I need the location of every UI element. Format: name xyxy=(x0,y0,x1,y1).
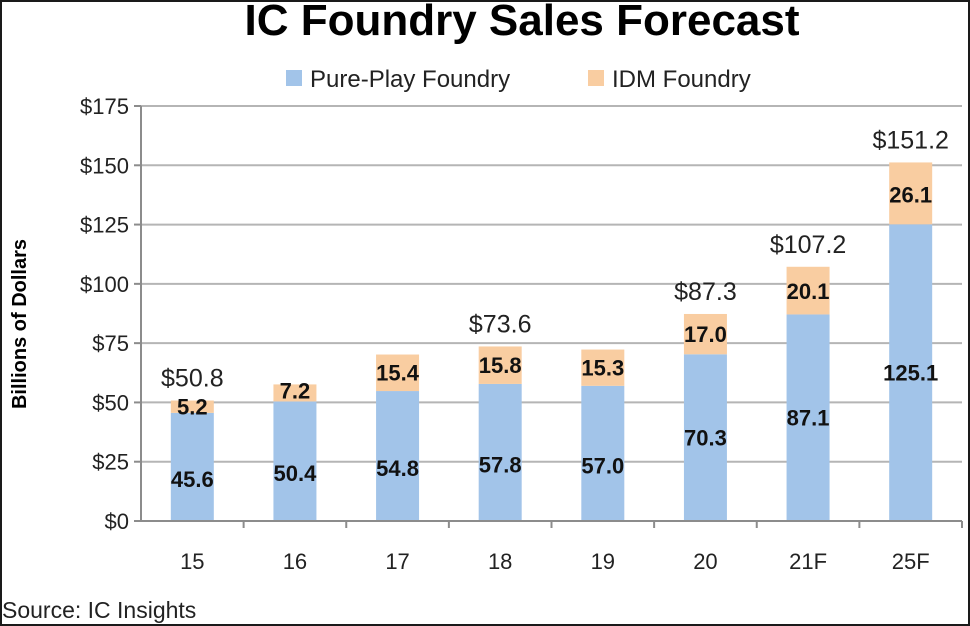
data-label-idm: 15.8 xyxy=(479,353,522,378)
bar-idm xyxy=(889,162,933,225)
bar-pure-play xyxy=(478,383,522,521)
legend-swatch-pure-play xyxy=(286,70,302,86)
total-label: $87.3 xyxy=(674,278,737,306)
y-tick-label: $0 xyxy=(105,509,129,534)
bar-pure-play xyxy=(376,391,420,521)
bar-pure-play xyxy=(273,401,317,521)
bar-pure-play xyxy=(889,224,933,521)
data-labels: 45.6 5.2 50.4 7.2 54.8 15.4 57.8 15.8 57.0 15.3 70… xyxy=(161,126,949,491)
x-tick-label: 19 xyxy=(591,549,615,574)
x-tick-label: 18 xyxy=(488,549,512,574)
y-tick-label: $75 xyxy=(92,331,129,356)
bar-idm xyxy=(683,313,727,355)
data-label-idm: 7.2 xyxy=(280,378,311,403)
data-label-idm: 15.4 xyxy=(376,361,420,386)
x-tick-label: 25F xyxy=(892,549,930,574)
bar-idm xyxy=(786,266,830,315)
legend: Pure-Play Foundry IDM Foundry xyxy=(286,66,751,93)
total-label: $73.6 xyxy=(469,310,532,338)
bar-idm xyxy=(273,384,317,402)
y-tick-label: $100 xyxy=(80,272,129,297)
legend-label-idm: IDM Foundry xyxy=(612,66,751,93)
gridlines xyxy=(141,105,962,463)
data-label-pure-play: 57.0 xyxy=(581,453,624,478)
data-label-pure-play: 70.3 xyxy=(684,426,727,451)
bar-pure-play xyxy=(786,314,830,521)
y-axis-label: Billions of Dollars xyxy=(9,239,31,409)
total-label: $107.2 xyxy=(770,231,846,259)
x-tick-label: 17 xyxy=(385,549,409,574)
data-label-pure-play: 50.4 xyxy=(274,461,318,486)
x-tick-label: 20 xyxy=(693,549,717,574)
data-label-pure-play: 57.8 xyxy=(479,452,522,477)
bar-pure-play xyxy=(170,412,214,521)
legend-label-pure-play: Pure-Play Foundry xyxy=(310,66,510,93)
bar-pure-play xyxy=(683,354,727,521)
data-label-pure-play: 45.6 xyxy=(171,467,214,492)
data-label-pure-play: 125.1 xyxy=(883,361,938,386)
bar-idm xyxy=(478,346,522,384)
data-label-pure-play: 87.1 xyxy=(787,406,830,431)
x-tick-label: 21F xyxy=(789,549,827,574)
y-tick-label: $50 xyxy=(92,390,129,415)
axes: $0 $25 $50 $75 $100 $125 $150 $175 15 16 17 18 19 20 2… xyxy=(80,94,963,574)
source-note: Source: IC Insights xyxy=(2,597,196,623)
x-tick-label: 15 xyxy=(180,549,204,574)
data-label-idm: 15.3 xyxy=(581,356,624,381)
x-tick-label: 16 xyxy=(283,549,307,574)
y-tick-label: $125 xyxy=(80,213,129,238)
bar-idm xyxy=(581,349,625,386)
data-label-idm: 17.0 xyxy=(684,322,727,347)
y-tick-label: $25 xyxy=(92,450,129,475)
total-label: $50.8 xyxy=(161,365,224,393)
y-tick-label: $175 xyxy=(80,94,129,119)
data-label-idm: 26.1 xyxy=(889,182,932,207)
total-label: $151.2 xyxy=(872,126,948,154)
chart-title: IC Foundry Sales Forecast xyxy=(244,2,799,45)
y-tick-label: $150 xyxy=(80,153,129,178)
bar-pure-play xyxy=(581,385,625,521)
data-label-idm: 20.1 xyxy=(787,279,830,304)
bar-idm xyxy=(170,400,214,413)
bar-idm xyxy=(376,354,420,392)
bars xyxy=(170,162,933,521)
data-label-idm: 5.2 xyxy=(177,395,208,420)
data-label-pure-play: 54.8 xyxy=(376,456,419,481)
legend-swatch-idm xyxy=(588,70,604,86)
